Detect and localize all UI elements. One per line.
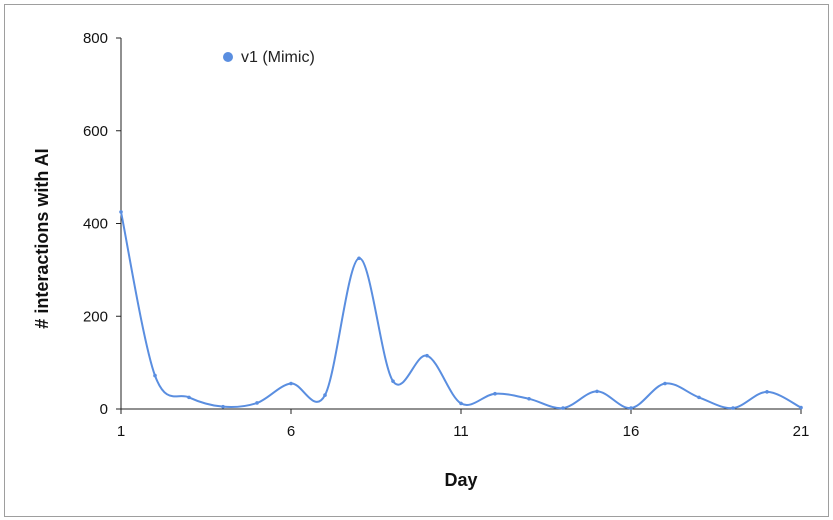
chart-frame bbox=[4, 4, 829, 517]
data-point bbox=[629, 406, 633, 410]
x-axis-title: Day bbox=[444, 470, 477, 490]
data-point bbox=[561, 406, 565, 410]
data-point bbox=[255, 401, 259, 405]
data-point bbox=[187, 395, 191, 400]
series-layer bbox=[119, 210, 803, 410]
data-point bbox=[425, 353, 429, 358]
legend: v1 (Mimic) bbox=[223, 49, 315, 66]
data-point bbox=[289, 381, 293, 386]
data-point bbox=[765, 390, 769, 394]
data-point bbox=[153, 373, 157, 378]
data-point bbox=[799, 405, 803, 410]
x-tick-label: 11 bbox=[453, 423, 469, 440]
y-tick-label: 0 bbox=[100, 401, 108, 418]
series-line-0 bbox=[120, 211, 802, 410]
y-tick-label: 400 bbox=[83, 216, 108, 233]
data-point bbox=[357, 256, 361, 261]
data-point bbox=[221, 404, 225, 409]
data-point bbox=[323, 393, 327, 397]
y-tick-label: 200 bbox=[83, 308, 108, 325]
x-tick-label: 6 bbox=[287, 423, 295, 440]
legend-marker-v1 bbox=[223, 52, 233, 62]
x-tick-label: 16 bbox=[623, 423, 640, 440]
data-point bbox=[731, 406, 735, 410]
data-point bbox=[391, 379, 395, 383]
data-point bbox=[119, 210, 123, 214]
data-point bbox=[493, 391, 497, 396]
data-point bbox=[595, 389, 599, 394]
axes bbox=[120, 38, 801, 410]
data-point bbox=[527, 396, 531, 401]
legend-label-v1: v1 (Mimic) bbox=[241, 49, 315, 66]
y-axis-title: # interactions with AI bbox=[32, 148, 52, 328]
data-point bbox=[697, 395, 701, 400]
data-point bbox=[663, 381, 667, 386]
data-point bbox=[459, 401, 463, 406]
y-tick-label: 800 bbox=[83, 30, 108, 47]
x-tick-label: 1 bbox=[117, 423, 125, 440]
x-tick-label: 21 bbox=[793, 423, 810, 440]
y-tick-label: 600 bbox=[83, 123, 108, 140]
